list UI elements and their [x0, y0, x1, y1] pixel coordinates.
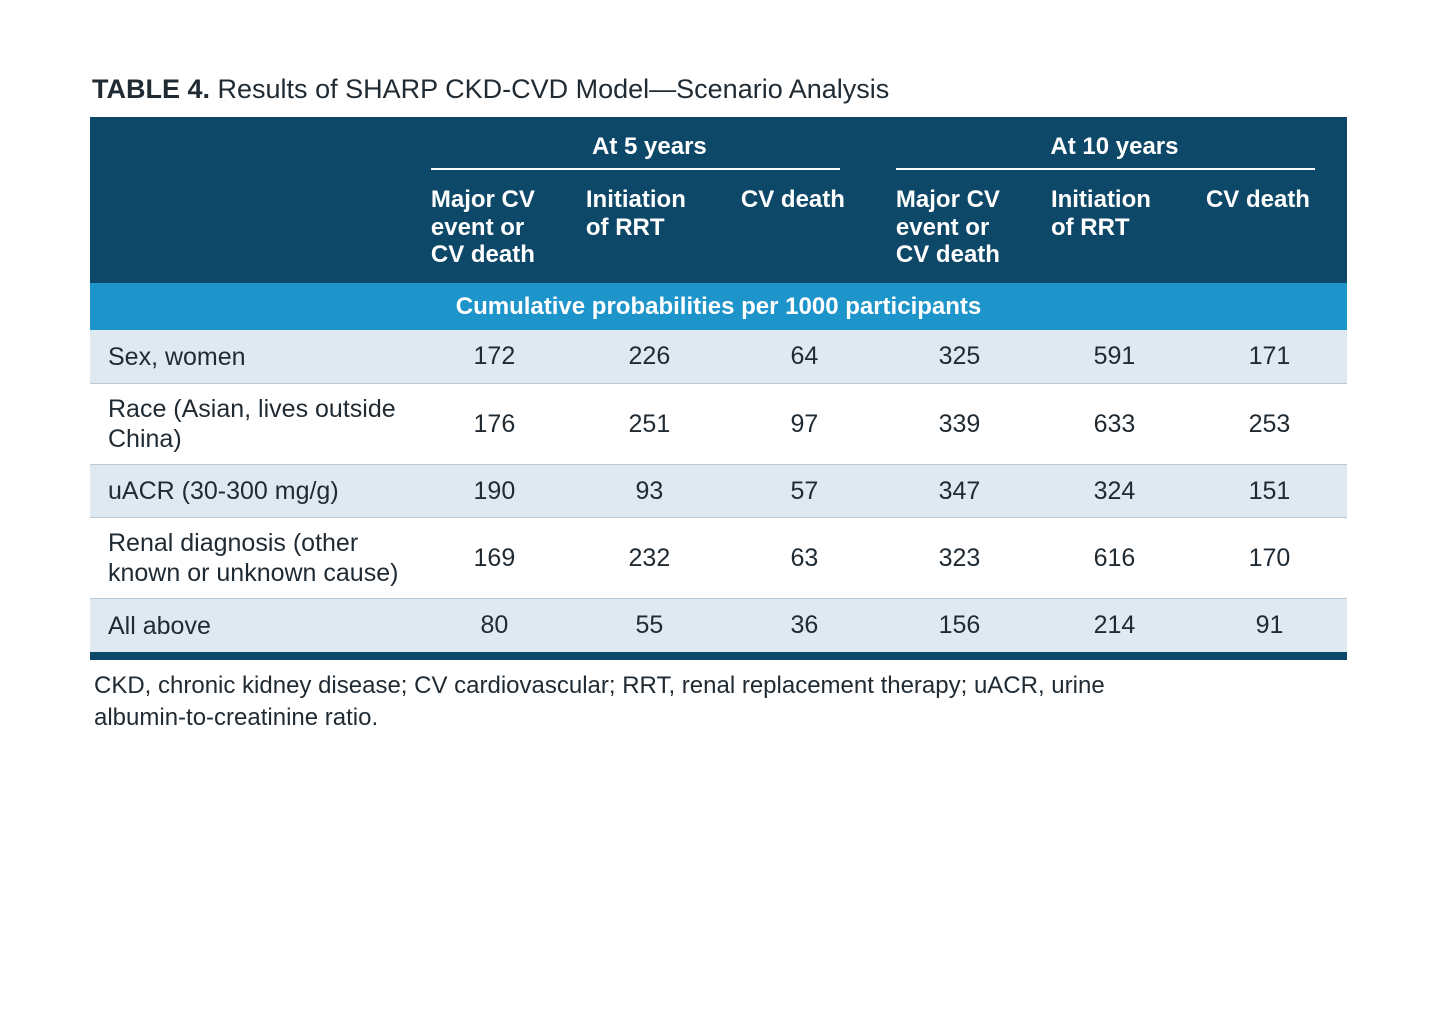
table-row: Race (Asian, lives outside China) 176 25… — [90, 383, 1347, 464]
results-table: At 5 years At 10 years Major CV event or… — [90, 117, 1347, 652]
header-period-10y: At 10 years — [882, 117, 1347, 176]
table-bottom-rule — [90, 652, 1347, 660]
row-stub: Race (Asian, lives outside China) — [90, 383, 417, 464]
cell: 170 — [1192, 518, 1347, 599]
cell: 176 — [417, 383, 572, 464]
row-stub: All above — [90, 599, 417, 652]
cell: 251 — [572, 383, 727, 464]
header-row-periods: At 5 years At 10 years — [90, 117, 1347, 176]
cell: 97 — [727, 383, 882, 464]
header-sub-10y-mcv: Major CV event or CV death — [882, 176, 1037, 283]
cell: 616 — [1037, 518, 1192, 599]
table-row: uACR (30-300 mg/g) 190 93 57 347 324 151 — [90, 464, 1347, 518]
header-banner: Cumulative probabilities per 1000 partic… — [90, 283, 1347, 330]
table-title: Results of SHARP CKD-CVD Model—Scenario … — [218, 74, 890, 104]
cell: 633 — [1037, 383, 1192, 464]
header-period-10y-label: At 10 years — [1040, 131, 1188, 168]
cell: 232 — [572, 518, 727, 599]
cell: 253 — [1192, 383, 1347, 464]
row-stub: Sex, women — [90, 330, 417, 383]
cell: 190 — [417, 464, 572, 518]
cell: 93 — [572, 464, 727, 518]
table-body: Sex, women 172 226 64 325 591 171 Race (… — [90, 330, 1347, 652]
header-period-5y-label: At 5 years — [582, 131, 717, 168]
header-sub-5y-mcv: Major CV event or CV death — [417, 176, 572, 283]
cell: 325 — [882, 330, 1037, 383]
cell: 36 — [727, 599, 882, 652]
cell: 55 — [572, 599, 727, 652]
table-caption: TABLE 4. Results of SHARP CKD-CVD Model—… — [92, 72, 1347, 107]
table-row: Sex, women 172 226 64 325 591 171 — [90, 330, 1347, 383]
cell: 80 — [417, 599, 572, 652]
header-row-banner: Cumulative probabilities per 1000 partic… — [90, 283, 1347, 330]
cell: 64 — [727, 330, 882, 383]
header-sub-5y-cvd: CV death — [727, 176, 882, 283]
cell: 169 — [417, 518, 572, 599]
cell: 156 — [882, 599, 1037, 652]
table-row: All above 80 55 36 156 214 91 — [90, 599, 1347, 652]
cell: 323 — [882, 518, 1037, 599]
cell: 591 — [1037, 330, 1192, 383]
cell: 151 — [1192, 464, 1347, 518]
header-sub-10y-cvd: CV death — [1192, 176, 1347, 283]
cell: 214 — [1037, 599, 1192, 652]
cell: 171 — [1192, 330, 1347, 383]
header-sub-5y-rrt: Initiation of RRT — [572, 176, 727, 283]
header-stub-blank — [90, 117, 417, 283]
row-stub: uACR (30-300 mg/g) — [90, 464, 417, 518]
cell: 91 — [1192, 599, 1347, 652]
row-stub: Renal diagnosis (other known or unknown … — [90, 518, 417, 599]
header-period-5y: At 5 years — [417, 117, 882, 176]
table-row: Renal diagnosis (other known or unknown … — [90, 518, 1347, 599]
cell: 57 — [727, 464, 882, 518]
header-period-5y-rule — [431, 168, 840, 170]
cell: 63 — [727, 518, 882, 599]
cell: 172 — [417, 330, 572, 383]
cell: 339 — [882, 383, 1037, 464]
table-footnote: CKD, chronic kidney disease; CV cardiova… — [94, 670, 1174, 735]
cell: 226 — [572, 330, 727, 383]
cell: 324 — [1037, 464, 1192, 518]
header-sub-10y-rrt: Initiation of RRT — [1037, 176, 1192, 283]
table-wrap: TABLE 4. Results of SHARP CKD-CVD Model—… — [0, 0, 1437, 735]
cell: 347 — [882, 464, 1037, 518]
table-label: TABLE 4. — [92, 74, 210, 104]
header-period-10y-rule — [896, 168, 1315, 170]
